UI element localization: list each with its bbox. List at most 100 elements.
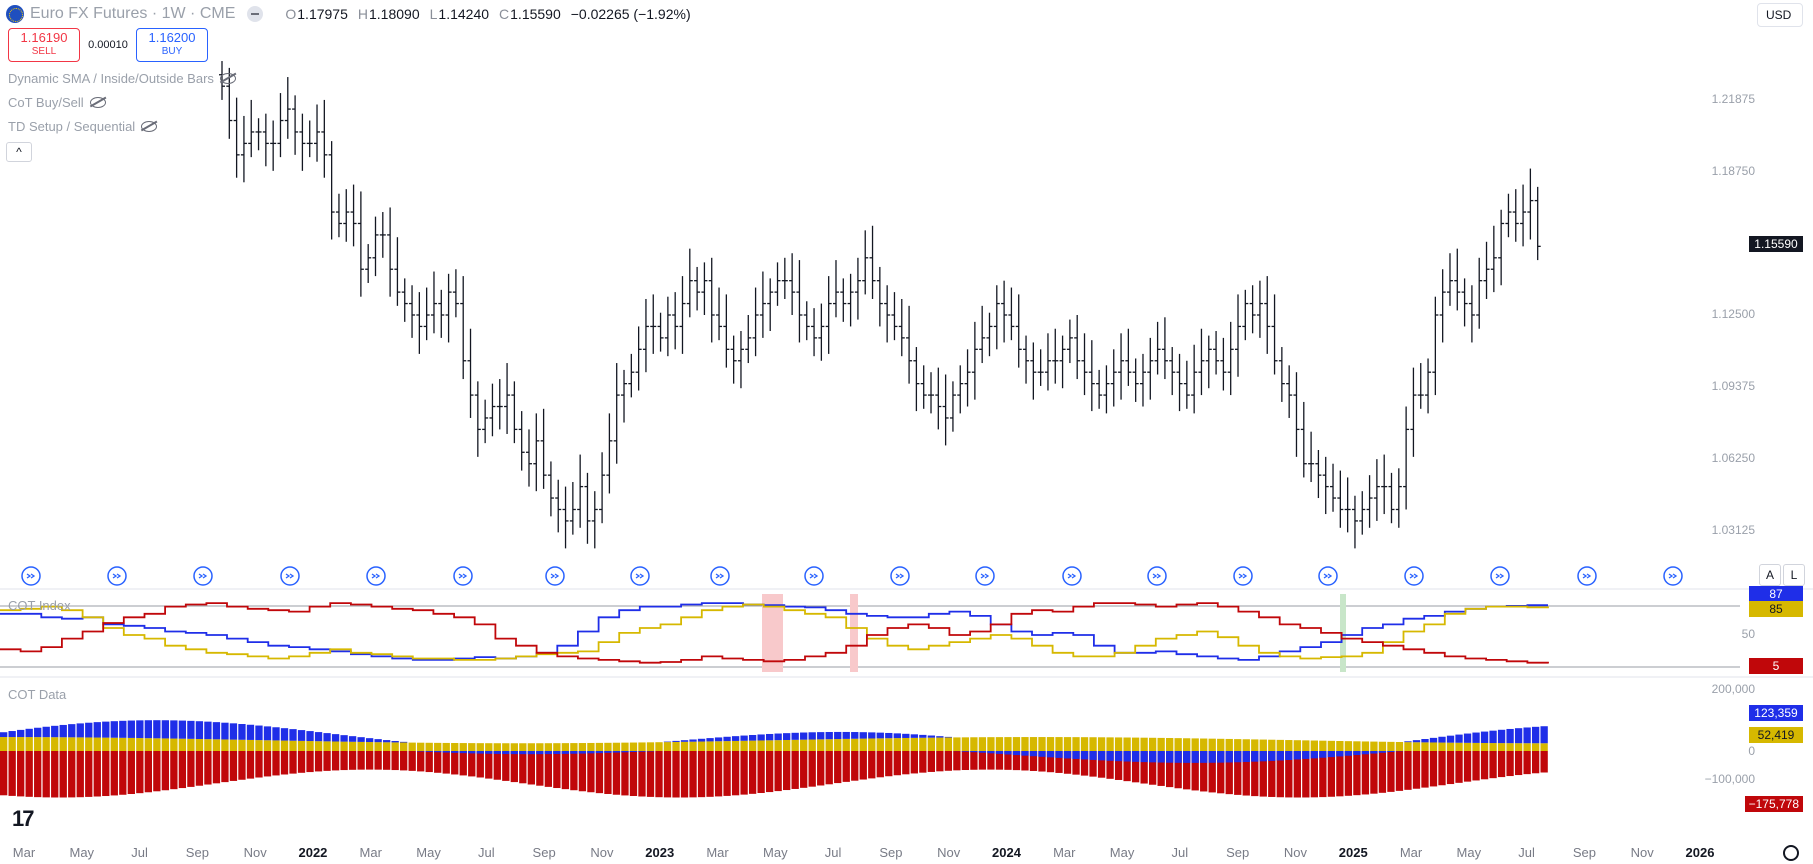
cot-data-red-bar <box>714 751 723 797</box>
cot-data-red-bar <box>783 751 791 791</box>
currency-select[interactable]: USD <box>1757 3 1803 27</box>
cot-data-yellow-bar <box>1353 741 1361 751</box>
cot-data-yellow-bar <box>76 737 84 751</box>
hidden-eye-icon[interactable] <box>219 73 236 84</box>
cot-data-yellow-bar <box>1217 738 1225 751</box>
cot-data-yellow-bar <box>1166 738 1174 751</box>
cot-data-yellow-bar <box>1404 742 1412 751</box>
cot-data-yellow-bar <box>1446 742 1455 751</box>
cot-data-red-bar <box>1421 751 1429 788</box>
cot-data-yellow-bar <box>1489 743 1497 751</box>
cot-data-red-bar <box>885 751 893 777</box>
cot-data-red-bar <box>357 751 365 770</box>
cot-data-yellow-bar <box>1200 738 1208 751</box>
cot-data-blue-bar <box>1191 751 1199 763</box>
time-axis-label: Nov <box>590 845 614 860</box>
cot-data-yellow-bar <box>382 742 391 751</box>
cot-data-red-bar <box>348 751 357 770</box>
cot-data-red-bar <box>59 751 67 798</box>
buy-button[interactable]: 1.16200 BUY <box>136 28 208 62</box>
cot-data-blue-bar <box>1123 751 1131 762</box>
cot-data-red-bar <box>740 751 748 795</box>
cot-data-yellow-bar <box>1046 737 1055 751</box>
symbol-title[interactable]: Euro FX Futures · 1W · CME <box>30 5 236 22</box>
indicator-label: Dynamic SMA / Inside/Outside Bars <box>8 71 214 86</box>
cot-data-yellow-bar <box>1310 740 1319 751</box>
trade-panel: 1.16190 SELL 0.00010 1.16200 BUY <box>8 28 208 62</box>
cot-data-red-bar <box>1446 751 1455 785</box>
cot-data-red-bar <box>1429 751 1438 787</box>
cot-data-blue-bar <box>1208 751 1216 763</box>
cot-data-yellow-bar <box>629 742 638 751</box>
sell-button[interactable]: 1.16190 SELL <box>8 28 80 62</box>
cot-data-blue-bar <box>629 751 638 753</box>
cot-data-yellow-bar <box>1063 737 1072 751</box>
gear-icon[interactable] <box>1783 845 1799 861</box>
cot-data-yellow-bar <box>1072 737 1080 751</box>
cot-data-blue-bar <box>1293 751 1301 760</box>
hidden-eye-icon[interactable] <box>141 121 158 132</box>
cot-data-yellow-bar <box>1387 741 1395 751</box>
cot-data-blue-bar <box>340 735 348 742</box>
cot-data-yellow-bar <box>919 737 927 751</box>
cot-data-blue-bar <box>1029 751 1038 757</box>
hidden-eye-icon[interactable] <box>89 97 106 108</box>
indicator-dynamic-sma[interactable]: Dynamic SMA / Inside/Outside Bars <box>8 71 236 86</box>
cot-data-blue-bar <box>995 751 1004 754</box>
time-axis-label: Jul <box>478 845 495 860</box>
cot-data-blue-bar <box>195 721 204 740</box>
indicator-td-sequential[interactable]: TD Setup / Sequential <box>8 119 158 134</box>
cot-data-blue-bar <box>1540 726 1548 744</box>
cot-data-red-bar <box>314 751 323 772</box>
collapse-indicators-chevron-up-icon[interactable]: ^ <box>6 142 32 162</box>
cot-data-red-bar <box>1055 751 1063 773</box>
cot-data-yellow-bar <box>434 742 442 751</box>
cot-data-red-bar <box>17 751 25 797</box>
cot-data-red-bar <box>544 751 553 787</box>
cot-data-red-bar <box>476 751 484 778</box>
cot-data-red-bar <box>868 751 876 779</box>
time-axis-label: Nov <box>243 845 267 860</box>
time-axis-label: Sep <box>879 845 903 860</box>
price-axis-label: 1.09375 <box>1711 379 1755 393</box>
cot-data-blue-bar <box>476 751 484 754</box>
cot-data-blue-bar <box>1310 751 1319 759</box>
cot-data-red-bar <box>1021 751 1029 771</box>
cot-data-red-bar <box>553 751 561 789</box>
log-scale-button[interactable]: L <box>1783 564 1805 586</box>
cot-data-red-bar <box>306 751 314 773</box>
cot-data-yellow-bar <box>1285 740 1293 751</box>
cot-data-blue-bar <box>34 727 42 738</box>
cot-data-yellow-bar <box>1268 739 1276 751</box>
collapse-legend-button[interactable] <box>247 6 264 22</box>
cot-data-red-bar <box>1489 751 1497 779</box>
cot-data-yellow-bar <box>851 738 859 751</box>
cot-data-yellow-bar <box>221 739 229 751</box>
cot-data-red-bar <box>1259 751 1267 797</box>
cot-data-yellow-bar <box>1038 737 1046 751</box>
cot-data-red-bar <box>825 751 833 785</box>
cot-data-blue-bar <box>1378 751 1387 753</box>
indicator-cot-buy-sell[interactable]: CoT Buy/Sell <box>8 95 106 110</box>
cot-data-yellow-bar <box>638 742 646 751</box>
cot-data-blue-bar <box>919 734 927 738</box>
cot-data-red-bar <box>221 751 229 783</box>
time-axis-label: May <box>763 845 788 860</box>
cot-data-blue-bar <box>842 731 850 739</box>
cot-data-yellow-bar <box>323 741 331 751</box>
spread-value: 0.00010 <box>88 39 128 51</box>
cot-data-blue-bar <box>595 751 604 754</box>
cot-data-yellow-bar <box>1251 739 1259 751</box>
cot-data-red-bar <box>1080 751 1089 776</box>
auto-scale-button[interactable]: A <box>1759 564 1781 586</box>
cot-data-yellow-bar <box>655 742 663 751</box>
cot-data-yellow-bar <box>1259 739 1267 751</box>
tradingview-logo[interactable]: 17 <box>12 806 35 831</box>
cot-data-red-bar <box>102 751 110 797</box>
cot-data-blue-bar <box>944 736 953 738</box>
cot-data-red-bar <box>859 751 867 780</box>
cot-data-red-bar <box>195 751 204 786</box>
cot-data-yellow-bar <box>1097 737 1106 751</box>
cot-data-red-bar <box>961 751 970 771</box>
